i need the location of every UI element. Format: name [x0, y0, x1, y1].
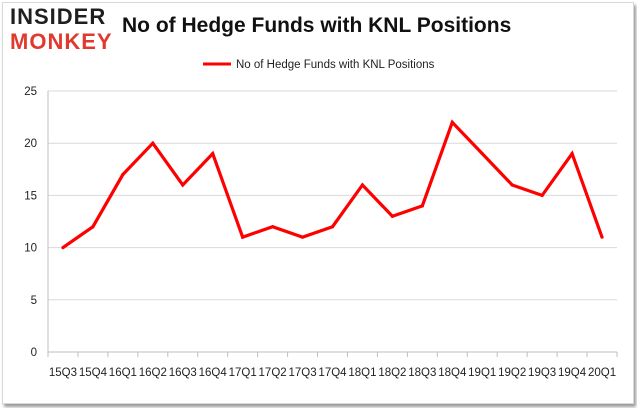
data-point: [450, 120, 454, 124]
x-tick-label: 19Q2: [498, 367, 526, 379]
x-tick-label: 17Q3: [288, 367, 316, 379]
x-tick-label: 18Q4: [438, 367, 467, 379]
y-tick-labels: 0 5 10 15 20 25: [24, 86, 37, 359]
data-point: [211, 152, 215, 156]
x-tick-label: 16Q4: [199, 367, 228, 379]
chart-title: No of Hedge Funds with KNL Positions: [122, 14, 512, 37]
data-point: [271, 225, 275, 229]
data-point: [121, 172, 125, 177]
y-tick-label: 25: [24, 86, 37, 98]
y-tick-label: 10: [24, 243, 37, 255]
data-point: [420, 204, 424, 208]
data-point: [390, 214, 394, 218]
data-point: [151, 141, 155, 145]
x-tick-labels: 15Q3 15Q4 16Q1 16Q2 16Q3 16Q4 17Q1 17Q2 17Q3 17Q4…: [49, 367, 616, 379]
data-point: [300, 235, 305, 239]
x-tick-label: 16Q1: [109, 367, 137, 379]
x-tick-label: 16Q2: [139, 367, 167, 379]
x-tick-label: 15Q4: [79, 367, 108, 379]
insider-monkey-logo: INSIDER MONKEY: [10, 6, 122, 58]
x-tick-label: 19Q4: [558, 367, 587, 379]
x-tick-label: 18Q2: [378, 367, 406, 379]
x-tick-label: 16Q3: [169, 367, 197, 379]
x-tick-label: 17Q1: [229, 367, 257, 379]
x-tick-label: 15Q3: [49, 367, 77, 379]
x-tick-label: 20Q1: [588, 367, 616, 379]
axes: [47, 91, 618, 357]
data-point: [330, 225, 335, 229]
x-tick-label: 17Q2: [259, 367, 287, 379]
data-point: [181, 183, 185, 187]
data-point: [241, 235, 245, 239]
x-tick-label: 18Q1: [348, 367, 376, 379]
data-point: [480, 152, 484, 156]
grid-lines: [48, 90, 617, 301]
legend: No of Hedge Funds with KNL Positions: [203, 59, 435, 71]
data-point: [61, 246, 65, 250]
legend-label: No of Hedge Funds with KNL Positions: [236, 59, 435, 71]
y-tick-label: 5: [31, 295, 37, 307]
y-tick-label: 15: [24, 190, 37, 202]
x-tick-label: 18Q3: [408, 367, 436, 379]
series-line: [62, 119, 604, 249]
data-point: [570, 152, 574, 156]
y-tick-label: 0: [31, 347, 37, 359]
x-tick-label: 19Q1: [468, 367, 496, 379]
data-point: [510, 183, 514, 187]
x-tick-label: 19Q3: [528, 367, 556, 379]
logo-text-bottom: MONKEY: [10, 29, 113, 54]
data-point: [91, 225, 95, 229]
logo-text-top: INSIDER: [10, 4, 107, 29]
data-point: [360, 183, 365, 187]
data-point: [600, 235, 604, 239]
x-tick-label: 17Q4: [318, 367, 347, 379]
data-point: [540, 193, 544, 197]
series: [61, 119, 604, 250]
y-tick-label: 20: [24, 138, 37, 150]
